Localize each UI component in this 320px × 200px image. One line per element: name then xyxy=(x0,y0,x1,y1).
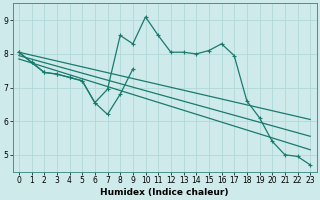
X-axis label: Humidex (Indice chaleur): Humidex (Indice chaleur) xyxy=(100,188,229,197)
